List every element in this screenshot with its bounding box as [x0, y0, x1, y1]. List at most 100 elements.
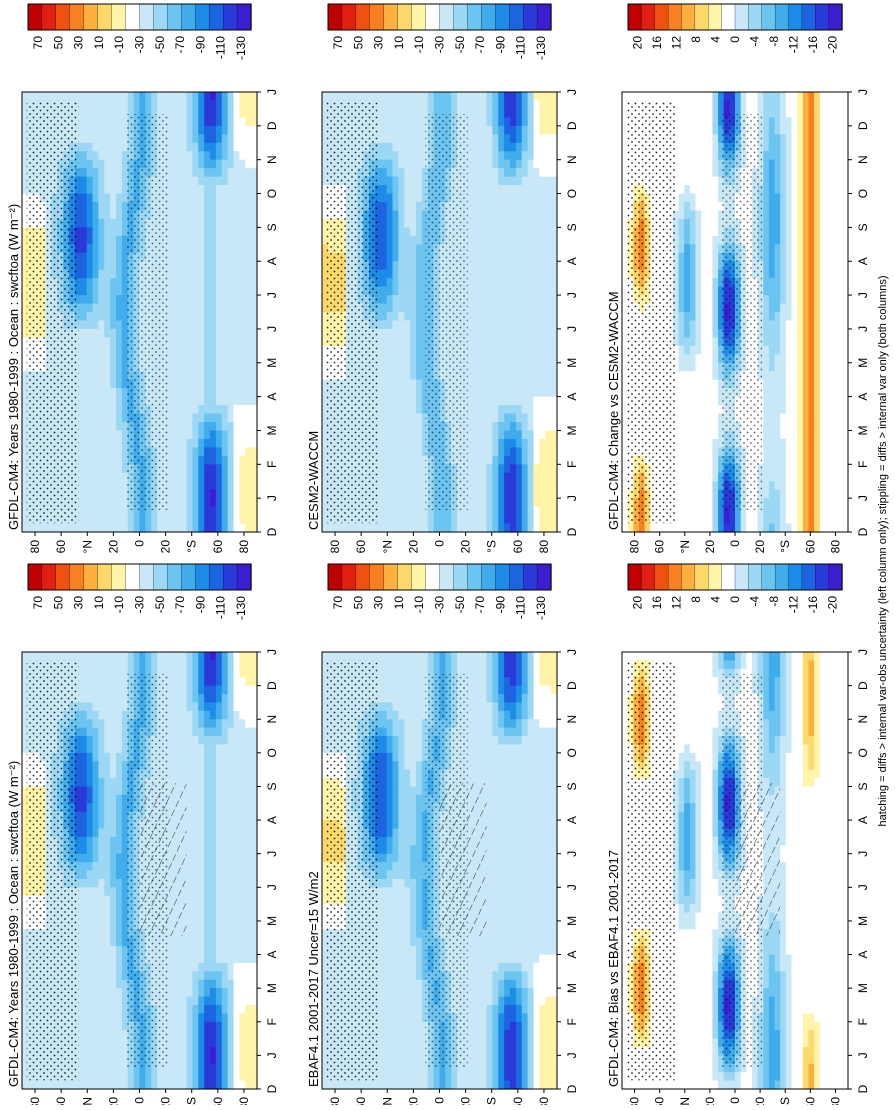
lat-tick-label: 20	[406, 1097, 420, 1105]
month-tick-label: N	[856, 715, 870, 724]
lat-tick-label: 60	[511, 1097, 525, 1105]
month-tick-label: J	[265, 292, 279, 298]
lat-tick-label: 60	[354, 540, 368, 554]
lat-tick-label: 80	[828, 1097, 842, 1105]
lat-tick-label: 60	[803, 540, 817, 554]
colorbar-tick-label: -30	[433, 36, 447, 54]
colorbar-tick-label: 4	[709, 36, 723, 43]
month-tick-label: F	[856, 1018, 870, 1025]
month-tick-label: A	[565, 816, 579, 824]
month-tick-label: O	[856, 189, 870, 198]
month-tick-label: D	[856, 527, 870, 536]
month-tick-label: A	[856, 393, 870, 401]
lat-tick-label: °S	[485, 540, 499, 553]
colorbar-tick-label: 30	[372, 36, 386, 50]
colorbar-tick-label: -8	[767, 36, 781, 47]
month-tick-label: S	[265, 223, 279, 231]
lat-tick-label: °S	[778, 540, 792, 553]
colorbar-tick-label: -4	[747, 36, 761, 47]
hatch-band	[440, 783, 487, 936]
lat-tick-label: 0	[133, 540, 147, 547]
lat-tick-label: 80	[328, 540, 342, 554]
stipple-band	[327, 661, 379, 1081]
colorbar-tick-label: -130	[234, 596, 248, 620]
month-tick-label: A	[565, 257, 579, 265]
month-tick-label: A	[856, 257, 870, 265]
lat-tick-label: 80	[28, 540, 42, 554]
lat-tick-label: °S	[485, 1097, 499, 1105]
month-tick-label: M	[856, 983, 870, 993]
panel-title: GFDL-CM4: Years 1980-1999 : Ocean : swcf…	[6, 761, 21, 1087]
month-tick-label: J	[856, 649, 870, 655]
colorbar-tick-label: -8	[767, 596, 781, 607]
lat-tick-label: °N	[80, 1097, 94, 1105]
month-tick-label: J	[265, 495, 279, 501]
lat-tick-label: 80	[237, 1097, 251, 1105]
lat-tick-label: 20	[159, 1097, 173, 1105]
lat-tick-label: 80	[628, 1097, 642, 1105]
stipple-band	[627, 101, 677, 523]
lat-tick-label: 0	[133, 1097, 147, 1104]
colorbar-tick-label: -20	[825, 36, 839, 54]
colorbar-tick-label: -90	[193, 36, 207, 54]
month-tick-label: J	[565, 89, 579, 95]
month-tick-label: J	[856, 292, 870, 298]
lat-tick-label: 20	[703, 540, 717, 554]
colorbar-tick-label: -90	[493, 36, 507, 54]
colorbar-tick-label: -130	[534, 36, 548, 60]
month-tick-label: S	[856, 782, 870, 790]
colorbar-tick-label: -4	[747, 596, 761, 607]
lat-tick-label: 20	[459, 1097, 473, 1105]
month-tick-label: D	[265, 1084, 279, 1093]
lat-tick-label: 0	[433, 540, 447, 547]
month-tick-label: M	[565, 916, 579, 926]
month-tick-label: J	[265, 89, 279, 95]
month-tick-label: D	[565, 1084, 579, 1093]
month-tick-label: O	[856, 748, 870, 757]
month-tick-label: J	[856, 884, 870, 890]
month-tick-label: M	[265, 425, 279, 435]
month-tick-label: A	[265, 393, 279, 401]
month-tick-label: O	[265, 748, 279, 757]
month-tick-label: A	[856, 951, 870, 959]
month-tick-label: F	[856, 461, 870, 468]
month-tick-label: J	[265, 649, 279, 655]
colorbar-tick-label: -16	[806, 596, 820, 614]
month-tick-label: D	[265, 681, 279, 690]
colorbar-tick-label: 70	[331, 596, 345, 610]
lat-tick-label: °S	[778, 1097, 792, 1105]
month-tick-label: J	[565, 649, 579, 655]
month-tick-label: D	[265, 121, 279, 130]
colorbar-tick-label: -110	[514, 36, 528, 59]
colorbar-tick-label: 50	[51, 596, 65, 610]
colorbar-tick-label: -10	[412, 36, 426, 54]
stipple-band	[425, 114, 467, 510]
month-tick-label: A	[856, 816, 870, 824]
colorbar-tick-label: -12	[786, 596, 800, 614]
month-tick-label: J	[856, 1052, 870, 1058]
lat-tick-label: 20	[459, 540, 473, 554]
colorbar-tick-label: 70	[31, 596, 45, 610]
month-tick-label: M	[565, 425, 579, 435]
stipple-band	[721, 114, 762, 510]
lat-tick-label: 20	[106, 1097, 120, 1105]
month-tick-label: F	[565, 461, 579, 468]
month-tick-label: N	[565, 155, 579, 164]
colorbar-tick-label: 8	[689, 596, 703, 603]
month-tick-label: J	[265, 851, 279, 857]
lat-tick-label: 20	[753, 1097, 767, 1105]
lat-tick-label: 80	[237, 540, 251, 554]
colorbar-tick-label: 50	[351, 596, 365, 610]
colorbar-tick-label: 30	[72, 596, 86, 610]
lat-tick-label: °N	[380, 1097, 394, 1105]
colorbar-tick-label: 10	[92, 36, 106, 50]
lat-tick-label: 60	[653, 540, 667, 554]
lat-tick-label: 80	[628, 540, 642, 554]
